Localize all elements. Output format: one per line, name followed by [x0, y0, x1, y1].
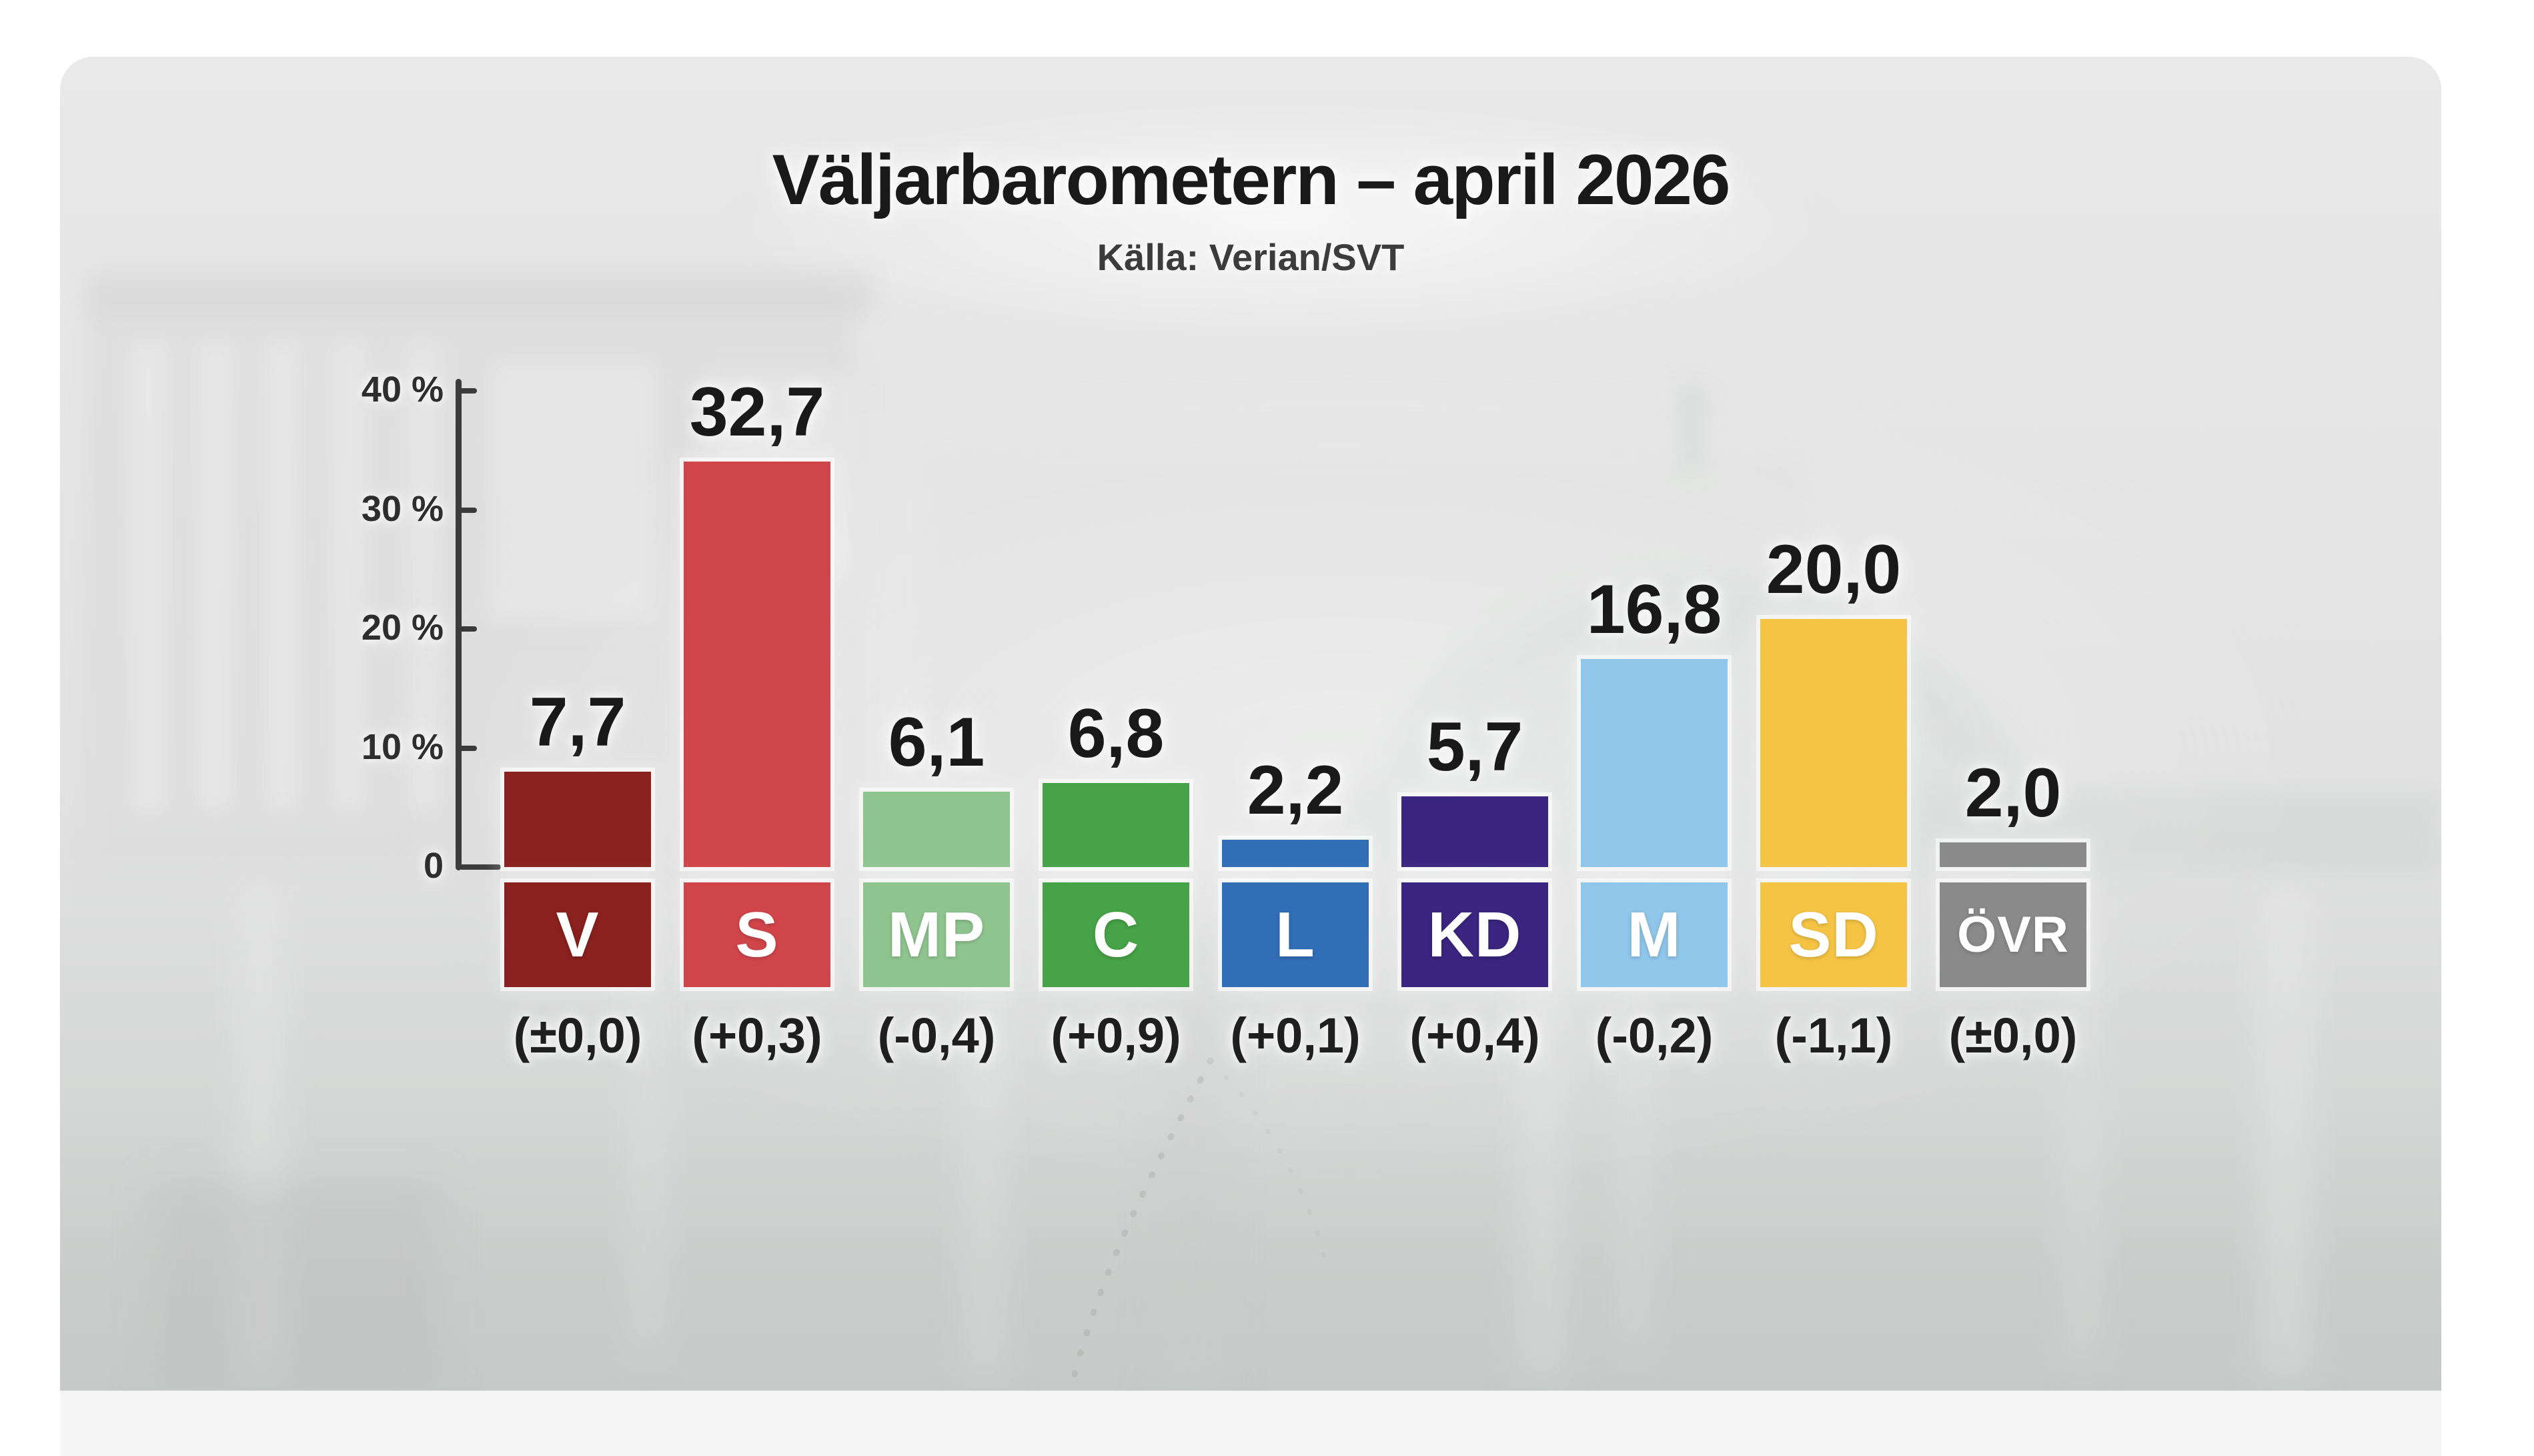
party-label-box-övr: ÖVR: [1940, 882, 2086, 987]
y-axis-tick: [460, 864, 501, 870]
y-axis-tick-label: 10 %: [361, 726, 444, 767]
bar-value-label: 7,7: [529, 684, 626, 761]
bar-value-label: 2,0: [1964, 754, 2062, 832]
party-label-text: ÖVR: [1957, 906, 2069, 963]
party-label-box-mp: MP: [863, 882, 1010, 987]
y-axis-tick: [460, 745, 477, 751]
party-label-text: C: [1092, 898, 1140, 970]
y-axis-tick-label: 20 %: [361, 608, 444, 648]
poll-card: Väljarbarometern – april 2026 Källa: Ver…: [60, 57, 2441, 1456]
party-label-box-l: L: [1222, 882, 1369, 987]
change-label-mp: (-0,4): [877, 1008, 996, 1063]
change-label-m: (-0,2): [1595, 1008, 1714, 1063]
chain-reflection: [1067, 1057, 1327, 1391]
bar-sd: [1760, 619, 1907, 867]
change-label-övr: (±0,0): [1948, 1008, 2078, 1063]
bar-s: [684, 462, 830, 867]
change-label-s: (+0,3): [692, 1008, 822, 1063]
party-label-text: V: [556, 898, 600, 970]
chart-source-subtitle: Källa: Verian/SVT: [1097, 236, 1405, 278]
bar-value-label: 2,2: [1247, 752, 1344, 829]
bar-m: [1581, 659, 1728, 867]
y-axis-tick-label: 40 %: [361, 370, 444, 410]
party-label-text: SD: [1788, 898, 1879, 970]
party-label-text: S: [735, 898, 779, 970]
party-label-text: L: [1275, 898, 1315, 970]
bar-value-label: 6,1: [888, 704, 985, 781]
change-label-l: (+0,1): [1230, 1008, 1361, 1063]
bar-mp: [863, 792, 1010, 867]
party-label-box-v: V: [504, 882, 651, 987]
party-label-box-s: S: [684, 882, 830, 987]
party-label-text: KD: [1427, 898, 1522, 970]
bar-value-label: 16,8: [1586, 571, 1722, 648]
party-label-box-m: M: [1581, 882, 1728, 987]
party-label-box-sd: SD: [1760, 882, 1907, 987]
y-axis-tick: [460, 388, 477, 394]
party-label-text: MP: [888, 898, 985, 970]
y-axis-tick: [460, 507, 477, 513]
bar-övr: [1940, 842, 2086, 867]
y-axis-tick: [460, 626, 477, 632]
change-label-kd: (+0,4): [1409, 1008, 1540, 1063]
change-label-v: (±0,0): [513, 1008, 642, 1063]
change-label-sd: (-1,1): [1774, 1008, 1893, 1063]
y-axis-line: [456, 379, 462, 870]
bar-value-label: 5,7: [1426, 708, 1523, 786]
footer-strip: [60, 1391, 2441, 1456]
party-label-box-kd: KD: [1401, 882, 1548, 987]
bar-v: [504, 772, 651, 867]
y-axis-tick-label: 30 %: [361, 488, 444, 529]
bar-l: [1222, 840, 1369, 867]
bar-value-label: 6,8: [1067, 695, 1165, 772]
change-label-c: (+0,9): [1051, 1008, 1181, 1063]
bar-value-label: 32,7: [689, 374, 825, 451]
party-label-box-c: C: [1043, 882, 1189, 987]
y-axis-tick-label: 0: [423, 846, 444, 886]
bar-kd: [1401, 796, 1548, 867]
page-title: Väljarbarometern – april 2026: [772, 139, 1731, 219]
party-label-text: M: [1627, 898, 1682, 970]
bar-c: [1043, 783, 1189, 867]
bar-value-label: 20,0: [1766, 531, 1902, 608]
